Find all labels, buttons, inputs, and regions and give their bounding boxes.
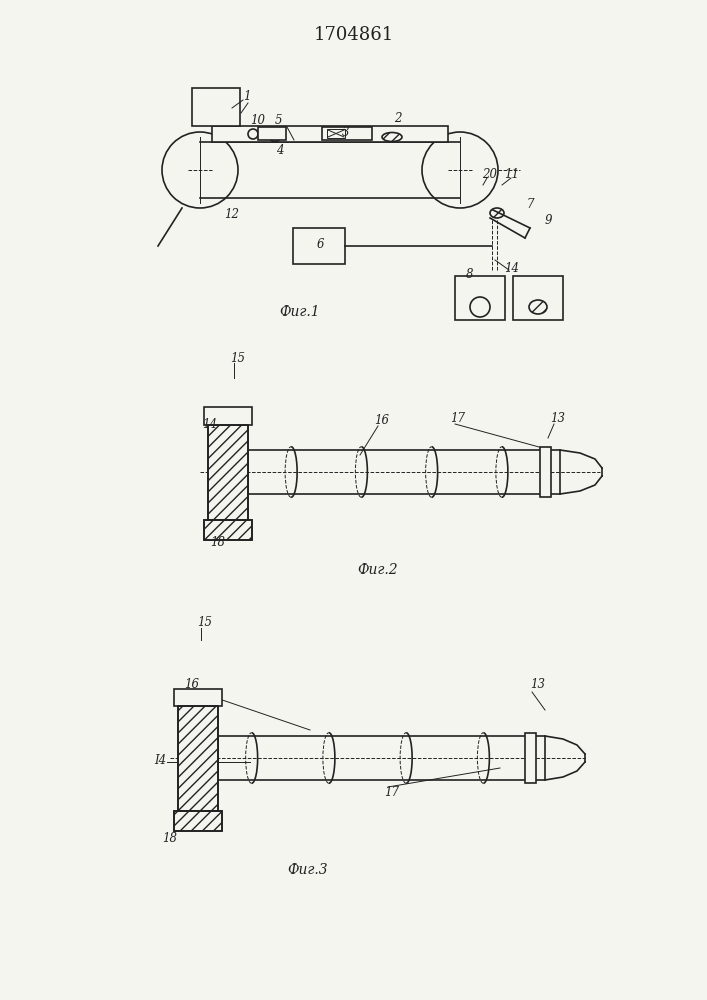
Circle shape bbox=[470, 297, 490, 317]
Bar bbox=[192, 88, 240, 126]
Bar bbox=[178, 706, 218, 811]
Text: 17: 17 bbox=[385, 786, 399, 800]
Text: 7: 7 bbox=[526, 198, 534, 212]
Text: 10: 10 bbox=[250, 113, 266, 126]
Text: 13: 13 bbox=[530, 678, 546, 692]
Ellipse shape bbox=[270, 134, 280, 141]
Bar bbox=[455, 276, 505, 320]
Bar bbox=[322, 127, 372, 140]
Text: 4: 4 bbox=[276, 143, 284, 156]
Bar bbox=[248, 450, 560, 494]
Bar bbox=[327, 129, 345, 138]
Circle shape bbox=[248, 129, 258, 139]
Text: 15: 15 bbox=[230, 352, 245, 364]
Text: 17: 17 bbox=[450, 412, 465, 424]
Text: 16: 16 bbox=[185, 678, 199, 692]
Bar bbox=[218, 736, 545, 780]
Text: Фиг.2: Фиг.2 bbox=[358, 563, 398, 577]
Bar bbox=[513, 276, 563, 320]
Text: 1704861: 1704861 bbox=[314, 26, 394, 44]
Text: 1: 1 bbox=[243, 91, 251, 104]
Text: 8: 8 bbox=[466, 267, 474, 280]
Circle shape bbox=[162, 132, 238, 208]
Circle shape bbox=[422, 132, 498, 208]
Bar bbox=[204, 520, 252, 540]
Text: 14: 14 bbox=[202, 418, 218, 432]
Text: 3: 3 bbox=[342, 125, 350, 138]
Text: 15: 15 bbox=[197, 615, 213, 629]
Text: I4: I4 bbox=[154, 754, 166, 766]
Text: Фиг.3: Фиг.3 bbox=[288, 863, 328, 877]
Bar bbox=[208, 425, 248, 520]
Bar bbox=[204, 520, 252, 540]
Bar bbox=[293, 228, 345, 264]
Ellipse shape bbox=[529, 300, 547, 314]
Bar bbox=[174, 811, 222, 831]
Bar bbox=[174, 811, 222, 831]
Bar bbox=[540, 447, 551, 497]
Text: 12: 12 bbox=[225, 209, 240, 222]
Ellipse shape bbox=[490, 208, 504, 218]
Text: 18: 18 bbox=[211, 536, 226, 548]
Text: 6: 6 bbox=[316, 237, 324, 250]
Text: 2: 2 bbox=[395, 111, 402, 124]
Bar bbox=[174, 689, 222, 706]
Bar bbox=[208, 425, 248, 520]
Text: 13: 13 bbox=[551, 412, 566, 424]
Text: Фиг.1: Фиг.1 bbox=[280, 305, 320, 319]
Bar bbox=[212, 126, 448, 142]
Text: 20: 20 bbox=[482, 168, 498, 182]
Ellipse shape bbox=[382, 132, 402, 141]
Text: 9: 9 bbox=[544, 214, 551, 227]
Text: 16: 16 bbox=[375, 414, 390, 426]
Bar bbox=[258, 127, 286, 140]
Bar bbox=[204, 407, 252, 425]
Text: 11: 11 bbox=[505, 168, 520, 182]
Bar bbox=[525, 733, 536, 783]
Bar bbox=[178, 706, 218, 811]
Text: 5: 5 bbox=[274, 113, 282, 126]
Text: 18: 18 bbox=[163, 832, 177, 844]
Text: 14: 14 bbox=[505, 261, 520, 274]
